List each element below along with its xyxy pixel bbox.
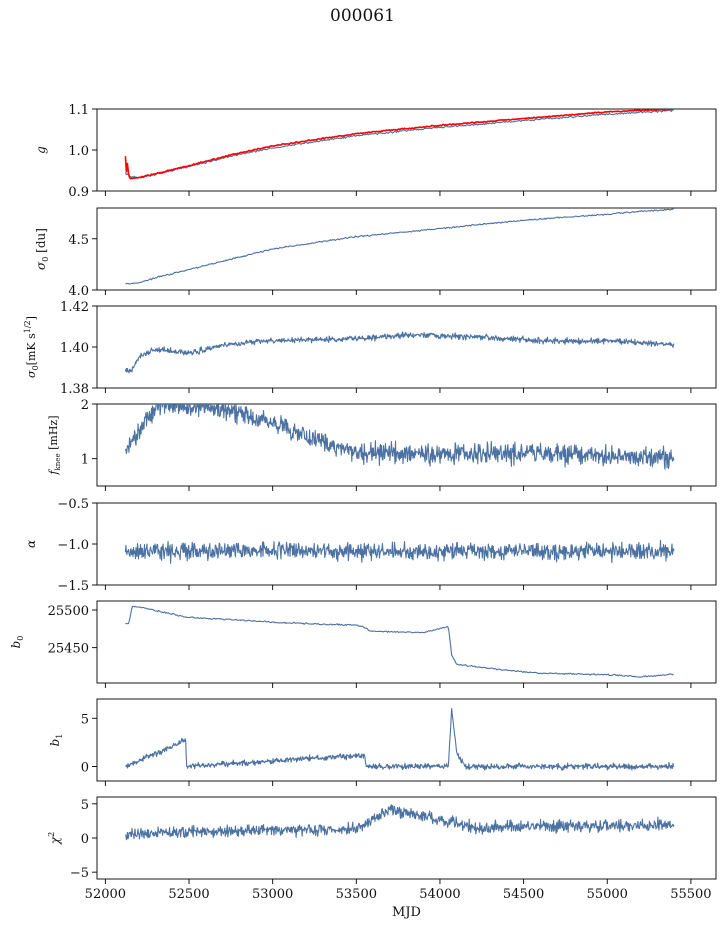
y-tick-label: 1.1 [68,103,89,118]
series-line [124,109,674,180]
panel-frame [96,698,717,782]
y-tick-label: 1 [81,453,89,468]
x-tick-label: 52000 [85,887,126,902]
y-tick-label: −5 [70,866,89,881]
y-axis-label: fknee [mHz] [47,415,62,475]
series-line [124,804,675,841]
x-tick-label: 54500 [503,887,544,902]
panel-frame [96,207,717,291]
y-tick-label: 0.9 [68,185,89,200]
y-axis-label: σ0 [du] [34,228,50,270]
y-tick-label: 5 [81,798,89,813]
y-tick-label: 1.0 [68,144,89,159]
series-line [125,708,675,771]
y-tick-label: 2 [81,398,89,413]
y-tick-label: −1.5 [57,579,89,594]
series-line [125,208,674,285]
y-tick-label: 0 [81,832,89,847]
panel-frame [96,108,717,192]
x-axis-label: MJD [392,905,421,920]
y-tick-label: 1.40 [60,341,89,356]
y-axis-label: χ2 [47,832,62,845]
y-tick-label: −0.5 [57,497,89,512]
y-tick-label: 1.38 [60,382,89,397]
y-tick-label: 5 [81,712,89,727]
y-tick-label: 25450 [48,642,89,657]
panel-frame [96,305,717,389]
y-tick-label: 1.42 [60,300,89,315]
y-axis-label: b0 [9,636,25,649]
x-tick-label: 55500 [670,887,711,902]
y-tick-label: 25500 [48,604,89,619]
y-axis-label: b1 [48,734,64,747]
panel-frame [96,600,717,684]
y-tick-label: −1.0 [57,538,89,553]
y-axis-label: σ0[mK s1/2] [23,316,40,378]
panel-frame [96,403,717,487]
y-tick-label: 4.5 [68,233,89,248]
figure-title: 000061 [330,6,395,26]
y-tick-label: 0 [81,761,89,776]
x-tick-label: 53000 [252,887,293,902]
x-tick-label: 52500 [168,887,209,902]
x-tick-label: 54000 [419,887,460,902]
series-line [125,605,674,678]
series-line [124,539,675,564]
y-axis-label: α [24,540,38,548]
y-tick-label: 4.0 [68,284,89,299]
series-line [124,331,675,374]
series-line [124,109,674,179]
panel-frame [96,502,717,586]
x-tick-label: 55000 [587,887,628,902]
x-tick-label: 53500 [336,887,377,902]
y-axis-label: g [34,146,48,154]
series-line [124,404,675,470]
